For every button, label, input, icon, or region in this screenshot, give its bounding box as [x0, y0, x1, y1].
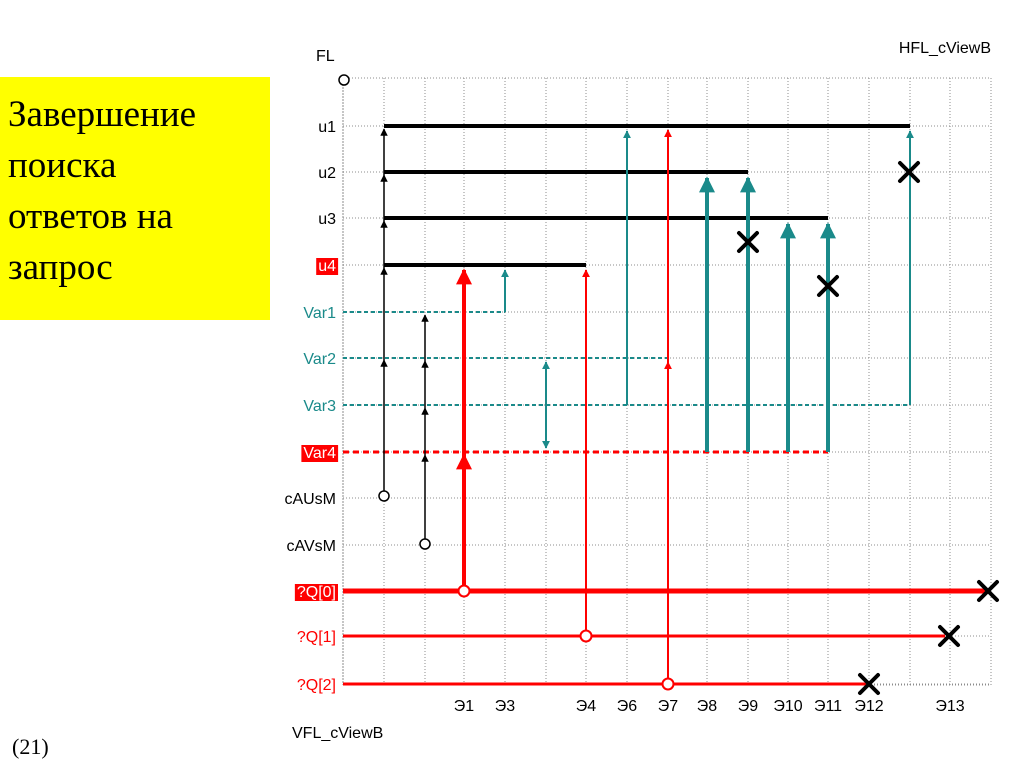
- event-label: Э11: [814, 698, 842, 715]
- red-arrows: [456, 129, 672, 682]
- title-line-4: запрос: [8, 247, 113, 288]
- cross-mark-q2: [858, 673, 880, 695]
- event-label: Э12: [854, 698, 883, 715]
- fl-origin-circle: [338, 74, 350, 86]
- title-line-1: Завершение: [8, 94, 197, 135]
- event-label: Э7: [658, 698, 679, 715]
- title-text: Завершение поиска ответов на запрос: [8, 89, 196, 293]
- cross-mark-u2: [898, 161, 920, 183]
- row-label: cAUsM: [284, 491, 336, 508]
- event-label: Э8: [697, 698, 718, 715]
- cavsm-circle: [419, 538, 431, 550]
- cross-mark-u3: [737, 231, 759, 253]
- row-label: ?Q[2]: [297, 677, 336, 694]
- cross-mark-q0: [977, 580, 999, 602]
- row-label: u2: [318, 165, 336, 182]
- event-label: Э10: [773, 698, 802, 715]
- row-label-highlight: [316, 258, 339, 275]
- cross-mark-u4: [817, 275, 839, 297]
- event-label: Э3: [495, 698, 516, 715]
- row-label: Var1: [303, 305, 336, 322]
- row-label: Var2: [303, 351, 336, 368]
- fl-label: FL: [316, 48, 335, 65]
- row-labels: u1 u2 u3 u4 Var1 Var2 Var3 Var4 cAUsM cAVsM ?Q[0]?…: [284, 119, 339, 694]
- title-line-2: поиска: [8, 145, 117, 186]
- event-labels: Э1 Э3 Э4 Э6 Э7 Э8 Э9 Э10 Э11 Э12 Э13: [454, 698, 965, 715]
- q2-e7-circle: [661, 677, 675, 691]
- row-label: cAVsM: [287, 538, 336, 555]
- row-label: u3: [318, 211, 336, 228]
- causm-circle: [378, 490, 390, 502]
- event-label: Э6: [617, 698, 638, 715]
- event-label: Э1: [454, 698, 475, 715]
- teal-arrows: [501, 130, 914, 452]
- title-line-3: ответов на: [8, 196, 173, 237]
- event-label: Э9: [738, 698, 759, 715]
- event-label: Э4: [576, 698, 597, 715]
- row-label-highlight: [301, 445, 339, 462]
- q1-e4-circle: [579, 629, 593, 643]
- vfl-label: VFL_cViewB: [292, 725, 383, 742]
- row-label: u4: [318, 258, 336, 275]
- event-label: Э13: [935, 698, 964, 715]
- slide-number: (21): [12, 734, 49, 759]
- title-block: Завершение поиска ответов на запрос: [0, 77, 270, 320]
- row-label: u1: [318, 119, 336, 136]
- row-label: Var3: [303, 398, 336, 415]
- hfl-label: HFL_cViewB: [899, 40, 991, 57]
- row-label: ?Q[0]: [297, 584, 336, 601]
- q0-e1-circle: [457, 584, 471, 598]
- cross-mark-q1: [938, 625, 960, 647]
- row-label-highlight: [294, 584, 338, 601]
- row-label: ?Q[1]: [297, 629, 336, 646]
- row-label: Var4: [303, 445, 336, 462]
